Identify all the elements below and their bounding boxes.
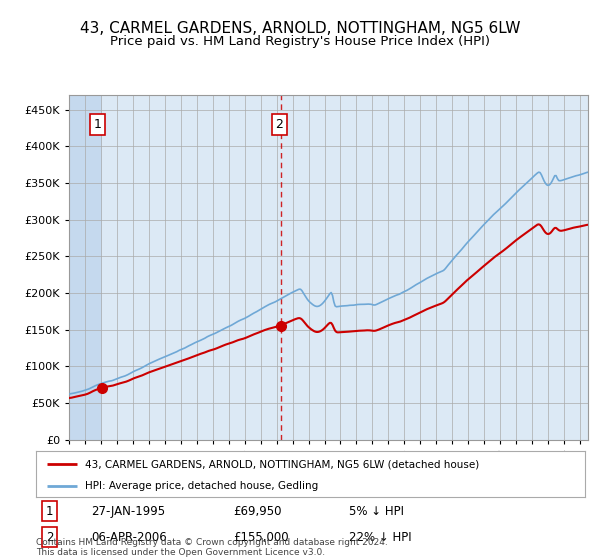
Text: 1: 1 <box>94 118 101 131</box>
Text: 2: 2 <box>275 118 283 131</box>
Text: HPI: Average price, detached house, Gedling: HPI: Average price, detached house, Gedl… <box>85 481 319 491</box>
Text: Price paid vs. HM Land Registry's House Price Index (HPI): Price paid vs. HM Land Registry's House … <box>110 35 490 48</box>
Text: 06-APR-2006: 06-APR-2006 <box>91 531 167 544</box>
Text: £69,950: £69,950 <box>233 505 282 518</box>
Text: 22% ↓ HPI: 22% ↓ HPI <box>349 531 412 544</box>
Text: 43, CARMEL GARDENS, ARNOLD, NOTTINGHAM, NG5 6LW (detached house): 43, CARMEL GARDENS, ARNOLD, NOTTINGHAM, … <box>85 459 479 469</box>
Bar <box>69 95 102 440</box>
Text: 2: 2 <box>46 531 53 544</box>
Text: 1: 1 <box>46 505 53 518</box>
Text: 5% ↓ HPI: 5% ↓ HPI <box>349 505 404 518</box>
Text: 43, CARMEL GARDENS, ARNOLD, NOTTINGHAM, NG5 6LW: 43, CARMEL GARDENS, ARNOLD, NOTTINGHAM, … <box>80 21 520 36</box>
Text: Contains HM Land Registry data © Crown copyright and database right 2024.
This d: Contains HM Land Registry data © Crown c… <box>36 538 388 557</box>
Text: 27-JAN-1995: 27-JAN-1995 <box>91 505 165 518</box>
Text: £155,000: £155,000 <box>233 531 289 544</box>
